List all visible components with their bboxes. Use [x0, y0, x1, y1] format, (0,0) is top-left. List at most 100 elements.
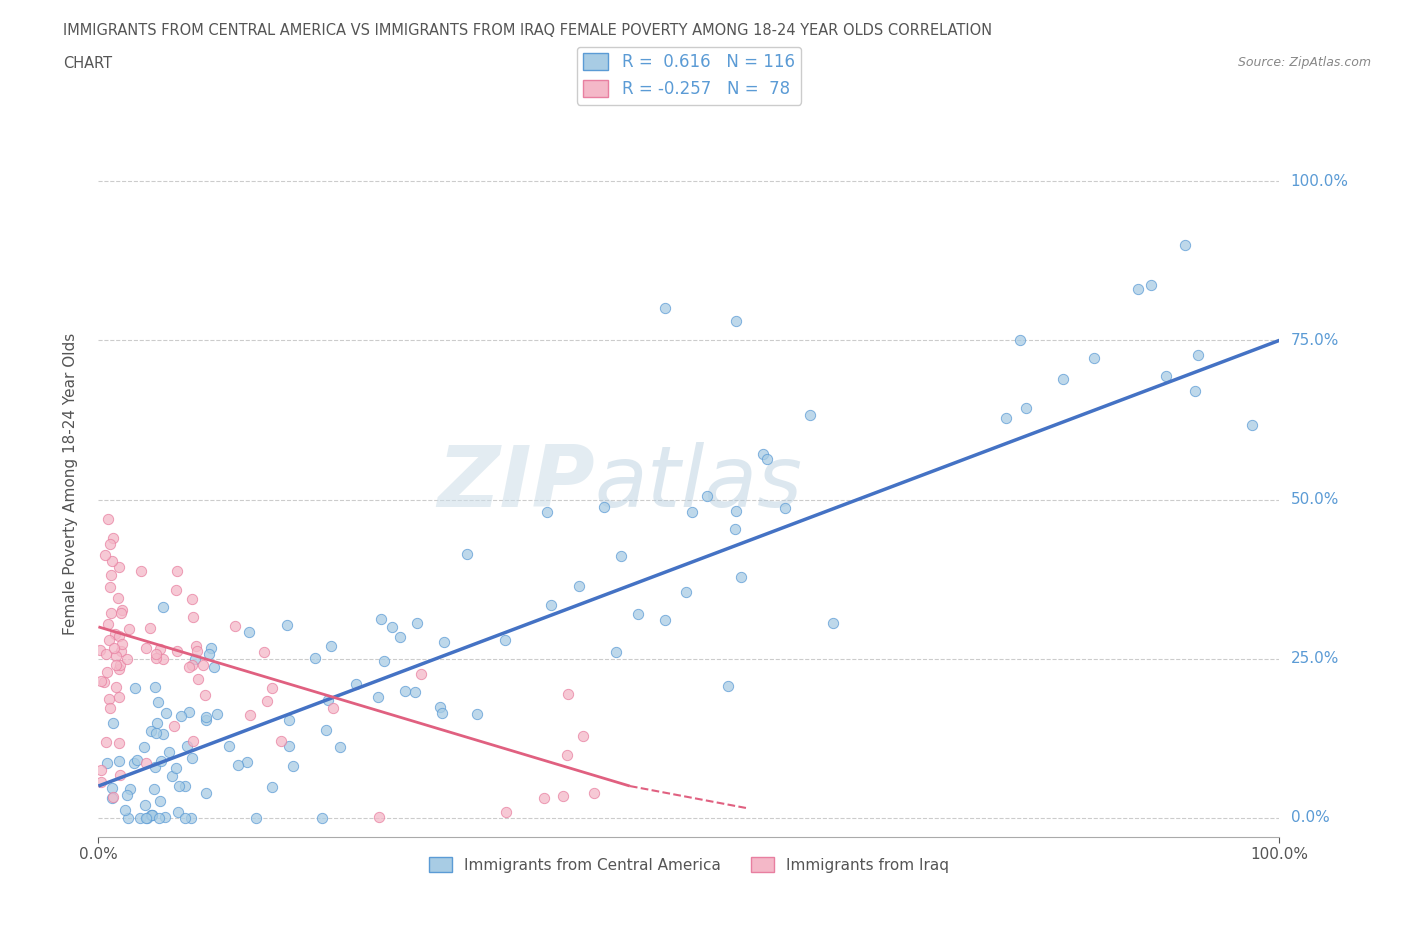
Point [98, 691, 121, 706]
Point [169, 778, 191, 793]
Point [1174, 237, 1197, 252]
Point [533, 790, 555, 805]
Point [346, 677, 368, 692]
Point [100, 606, 122, 621]
Point [1156, 368, 1178, 383]
Point [195, 710, 218, 724]
Point [111, 636, 134, 651]
Point [388, 630, 411, 644]
Point [108, 690, 131, 705]
Point [114, 803, 136, 817]
Point [238, 624, 260, 639]
Point [1140, 277, 1163, 292]
Point [429, 699, 451, 714]
Point [775, 500, 797, 515]
Y-axis label: Female Poverty Among 18-24 Year Olds: Female Poverty Among 18-24 Year Olds [63, 333, 77, 635]
Point [540, 597, 562, 612]
Point [315, 723, 337, 737]
Point [149, 642, 172, 657]
Point [224, 618, 246, 633]
Point [105, 679, 128, 694]
Point [93, 674, 115, 689]
Point [696, 488, 718, 503]
Point [100, 780, 122, 795]
Point [260, 681, 283, 696]
Point [555, 747, 578, 762]
Point [169, 708, 191, 723]
Point [394, 684, 416, 698]
Point [181, 609, 204, 624]
Point [409, 666, 432, 681]
Point [141, 807, 163, 822]
Point [568, 578, 591, 593]
Point [186, 644, 208, 658]
Text: ZIP: ZIP [437, 442, 595, 525]
Point [166, 564, 188, 578]
Point [135, 756, 157, 771]
Point [311, 810, 333, 825]
Point [730, 570, 752, 585]
Point [89, 643, 111, 658]
Point [717, 679, 740, 694]
Point [180, 810, 202, 825]
Point [97, 617, 120, 631]
Point [97, 512, 120, 526]
Point [145, 646, 167, 661]
Point [142, 781, 165, 796]
Point [278, 713, 301, 728]
Point [181, 734, 204, 749]
Point [135, 641, 157, 656]
Point [157, 744, 180, 759]
Point [94, 646, 117, 661]
Point [276, 618, 298, 632]
Point [200, 641, 222, 656]
Point [205, 707, 228, 722]
Point [195, 713, 218, 728]
Text: IMMIGRANTS FROM CENTRAL AMERICA VS IMMIGRANTS FROM IRAQ FEMALE POVERTY AMONG 18-: IMMIGRANTS FROM CENTRAL AMERICA VS IMMIG… [63, 23, 993, 38]
Point [96, 756, 118, 771]
Point [97, 633, 120, 648]
Legend: Immigrants from Central America, Immigrants from Iraq: Immigrants from Central America, Immigra… [422, 851, 956, 879]
Point [202, 659, 225, 674]
Point [370, 612, 392, 627]
Point [316, 693, 339, 708]
Point [725, 503, 748, 518]
Point [270, 734, 292, 749]
Point [90, 763, 112, 777]
Point [752, 446, 775, 461]
Point [404, 684, 426, 699]
Point [108, 658, 131, 672]
Point [187, 672, 209, 687]
Point [262, 779, 284, 794]
Point [373, 653, 395, 668]
Point [146, 695, 169, 710]
Point [153, 809, 176, 824]
Point [118, 621, 141, 636]
Text: CHART: CHART [63, 56, 112, 71]
Point [329, 739, 352, 754]
Point [107, 629, 129, 644]
Point [184, 639, 207, 654]
Point [94, 548, 117, 563]
Text: atlas: atlas [595, 442, 803, 525]
Text: 0.0%: 0.0% [1291, 810, 1329, 826]
Point [304, 650, 326, 665]
Point [103, 641, 125, 656]
Point [136, 810, 159, 825]
Point [367, 810, 389, 825]
Point [582, 786, 605, 801]
Point [129, 564, 152, 578]
Point [108, 736, 131, 751]
Point [120, 781, 142, 796]
Point [105, 648, 128, 663]
Point [1052, 371, 1074, 386]
Point [724, 521, 747, 536]
Point [433, 634, 456, 649]
Point [143, 760, 166, 775]
Point [98, 579, 121, 594]
Point [101, 530, 124, 545]
Point [593, 499, 616, 514]
Point [149, 753, 172, 768]
Point [799, 407, 821, 422]
Point [166, 583, 188, 598]
